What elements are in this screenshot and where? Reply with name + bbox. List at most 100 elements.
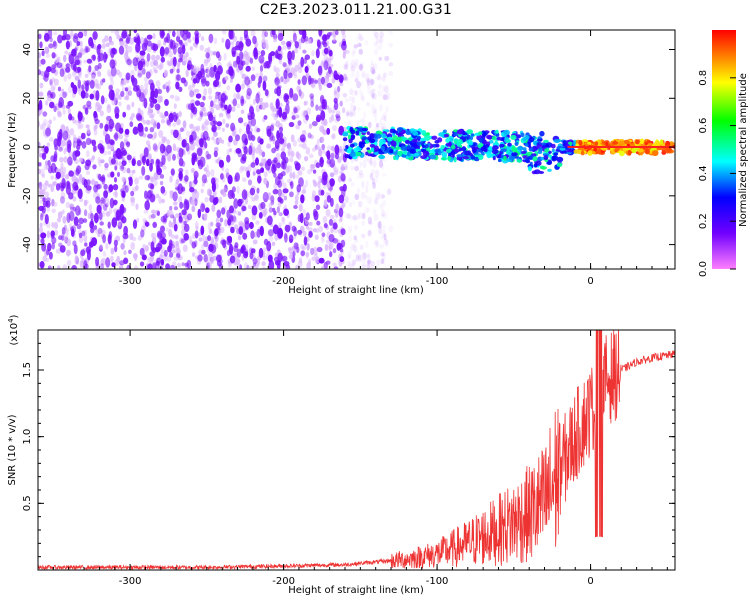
noise-blob: [136, 217, 140, 223]
noise-blob: [205, 164, 209, 173]
noise-blob: [316, 138, 320, 147]
noise-blob: [335, 110, 341, 117]
signal-blob: [614, 147, 619, 152]
noise-blob: [84, 163, 90, 171]
noise-blob: [130, 190, 135, 197]
noise-blob: [95, 101, 100, 107]
noise-blob: [124, 95, 130, 101]
signal-blob: [517, 146, 524, 151]
noise-blob: [132, 126, 139, 135]
noise-blob: [163, 69, 168, 78]
noise-blob: [210, 100, 214, 108]
noise-blob: [240, 165, 245, 171]
noise-blob: [301, 75, 307, 86]
noise-blob: [217, 54, 222, 62]
noise-blob: [156, 122, 161, 130]
noise-blob: [102, 234, 106, 244]
noise-blob: [42, 197, 46, 202]
noise-blob: [299, 212, 304, 224]
noise-blob: [120, 190, 125, 198]
spectrogram-frame: [37, 29, 676, 270]
noise-blob: [178, 111, 182, 118]
noise-blob: [333, 87, 337, 94]
noise-blob: [314, 79, 318, 84]
noise-blob: [155, 260, 160, 266]
noise-blob: [358, 254, 362, 262]
noise-blob: [354, 238, 359, 244]
noise-blob: [39, 152, 43, 158]
noise-blob: [286, 64, 291, 72]
noise-blob: [236, 186, 240, 194]
noise-blob: [169, 193, 173, 200]
noise-blob: [77, 188, 83, 200]
noise-blob: [374, 169, 380, 178]
signal-blob: [456, 154, 464, 158]
noise-blob: [241, 189, 248, 200]
noise-blob: [365, 180, 369, 187]
snr-yscale-label: (x104): [7, 314, 20, 345]
noise-blob: [91, 155, 96, 161]
noise-blob: [305, 147, 311, 155]
signal-blob: [396, 132, 403, 136]
noise-blob: [246, 124, 250, 135]
signal-blob: [637, 148, 644, 153]
signal-blob: [560, 150, 568, 154]
noise-blob: [121, 86, 126, 92]
signal-blob: [612, 141, 619, 145]
noise-blob: [300, 35, 306, 44]
noise-blob: [359, 161, 363, 168]
noise-blob: [178, 157, 184, 167]
signal-blob: [477, 131, 483, 135]
colorbar: [712, 30, 736, 269]
noise-blob: [178, 86, 183, 93]
noise-blob: [356, 187, 361, 194]
signal-blob: [405, 155, 409, 160]
noise-blob: [131, 169, 136, 174]
signal-blob: [358, 141, 363, 147]
noise-blob: [126, 154, 132, 161]
noise-blob: [213, 131, 218, 137]
noise-blob: [103, 203, 108, 211]
noise-blob: [214, 94, 219, 101]
noise-blob: [172, 56, 177, 67]
signal-blob: [443, 133, 449, 138]
noise-blob: [344, 61, 349, 69]
noise-blob: [371, 69, 376, 75]
noise-blob: [175, 213, 180, 219]
noise-blob: [95, 228, 99, 235]
noise-blob: [72, 119, 77, 124]
noise-blob: [326, 145, 332, 151]
noise-blob: [176, 112, 181, 117]
signal-blob: [411, 143, 418, 148]
noise-blob: [160, 198, 165, 204]
noise-blob: [74, 66, 81, 74]
noise-blob: [103, 190, 108, 199]
signal-blob: [413, 152, 420, 156]
noise-blob: [100, 95, 105, 105]
noise-blob: [141, 166, 146, 176]
signal-blob: [496, 136, 502, 141]
noise-blob: [91, 74, 96, 80]
noise-blob: [262, 75, 268, 82]
noise-blob: [231, 186, 236, 193]
noise-blob: [238, 226, 244, 235]
noise-blob: [348, 109, 352, 115]
noise-blob: [222, 187, 227, 194]
noise-blob: [120, 164, 125, 170]
noise-blob: [108, 118, 115, 130]
noise-blob: [297, 120, 302, 126]
noise-blob: [273, 172, 277, 178]
noise-blob: [201, 75, 207, 87]
signal-blob: [644, 148, 650, 155]
noise-blob: [314, 256, 320, 264]
noise-blob: [43, 32, 50, 42]
noise-blob: [287, 57, 292, 65]
noise-blob: [78, 157, 84, 163]
noise-blob: [345, 60, 350, 67]
noise-blob: [255, 72, 260, 78]
noise-blob: [249, 252, 254, 260]
noise-blob: [344, 109, 349, 117]
noise-blob: [388, 42, 394, 48]
noise-blob: [358, 43, 363, 48]
noise-blob: [123, 257, 129, 265]
